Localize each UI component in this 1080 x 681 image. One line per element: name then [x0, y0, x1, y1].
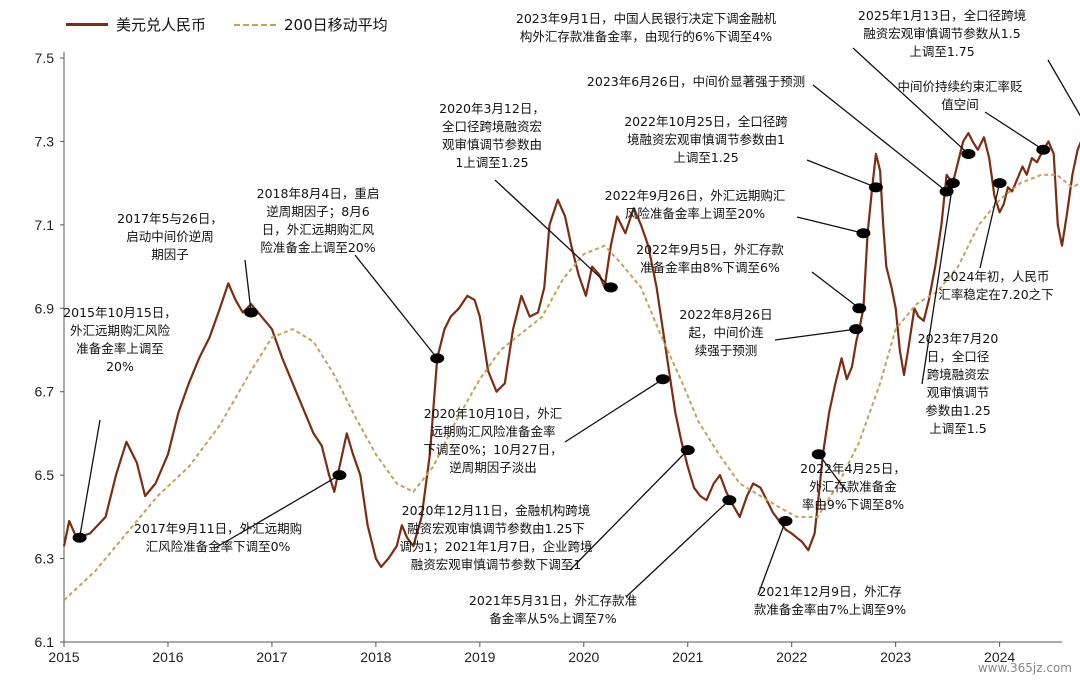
- annotation-label: 2023年7月20 日，全口径 跨境融资宏 观审慎调节 参数由1.25 上调至1…: [917, 331, 999, 436]
- y-tick-label: 7.3: [35, 133, 55, 149]
- legend-swatch-usdcny: [66, 23, 108, 26]
- event-marker: [849, 324, 864, 335]
- x-tick-label: 2024: [984, 649, 1015, 665]
- y-tick-label: 6.5: [35, 467, 55, 483]
- annotation-leader: [1047, 59, 1080, 117]
- annotation-leader: [564, 378, 664, 443]
- y-tick-label: 6.7: [35, 384, 55, 400]
- annotation-label: 2022年8月26日 起，中间价连 续强于预测: [679, 307, 773, 358]
- x-tick-label: 2016: [152, 649, 183, 665]
- x-tick-label: 2017: [256, 649, 287, 665]
- annotation-leader: [984, 111, 1044, 151]
- annotation-leader: [214, 474, 340, 549]
- annotation-leader: [811, 271, 860, 309]
- annotation-leader: [625, 499, 730, 598]
- annotation-label: 2024年初，人民币 汇率稳定在7.20之下: [938, 269, 1054, 302]
- annotation-leader: [796, 216, 864, 234]
- annotation-label: 2022年9月26日，外汇远期购汇 风险准备金率上调至20%: [604, 188, 786, 221]
- event-marker: [332, 470, 347, 481]
- y-tick-label: 6.3: [35, 551, 55, 567]
- annotation-label: 2018年8月4日，重启 逆周期因子；8月6 日，外汇远期购汇风 险准备金上调至…: [256, 186, 380, 255]
- event-marker: [945, 178, 960, 189]
- annotation-leader: [494, 179, 612, 288]
- event-marker: [680, 445, 695, 456]
- legend-swatch-ma200: [234, 23, 277, 26]
- event-marker: [655, 374, 670, 385]
- annotation-label: 2020年12月11日，金融机构跨境 融资宏观审慎调节参数由1.25下 调为1；…: [399, 503, 593, 572]
- x-tick-label: 2018: [360, 649, 391, 665]
- watermark: www.365jz.com: [977, 661, 1072, 675]
- event-marker: [430, 353, 445, 364]
- annotation-leader: [921, 183, 954, 385]
- event-marker: [868, 182, 883, 193]
- annotation-label: 2022年4月25日， 外汇存款准备金 率由9%下调至8%: [800, 461, 906, 512]
- ma200-line: [63, 173, 1080, 602]
- event-marker: [1036, 144, 1051, 155]
- annotation-label: 2022年9月5日，外汇存款 准备金率由8%下调至6%: [636, 242, 784, 275]
- legend: 美元兑人民币 200日移动平均: [66, 14, 388, 35]
- annotation-leader: [774, 328, 857, 341]
- annotation-leader: [757, 520, 787, 596]
- annotation-label: 2015年10月15日， 外汇远期购汇风险 准备金率上调至 20%: [63, 305, 177, 374]
- legend-label-usdcny: 美元兑人民币: [116, 16, 207, 34]
- event-marker: [852, 303, 867, 314]
- annotation-leader: [569, 449, 689, 571]
- event-marker: [811, 449, 826, 460]
- event-marker: [856, 228, 871, 239]
- event-marker: [72, 532, 87, 543]
- event-marker: [244, 307, 259, 318]
- usdcny-line: [62, 132, 1080, 568]
- event-marker: [939, 186, 954, 197]
- x-tick-label: 2019: [464, 649, 495, 665]
- x-tick-label: 2015: [48, 649, 79, 665]
- annotation-leader: [812, 84, 948, 192]
- annotation-leader: [354, 254, 438, 359]
- legend-label-ma200: 200日移动平均: [284, 16, 388, 34]
- event-marker: [778, 516, 793, 527]
- annotation-leader: [979, 182, 1001, 269]
- event-marker: [992, 178, 1007, 189]
- annotation-label: 2023年9月1日，中国人民银行决定下调金融机 构外汇存款准备金率，由现行的6%…: [515, 11, 777, 44]
- annotation-label: 2023年6月26日，中间价显著强于预测: [586, 74, 806, 89]
- annotation-label: 2025年1月13日，全口径跨境 融资宏观审慎调节参数从1.5 上调至1.75: [857, 8, 1027, 59]
- y-tick-label: 6.1: [35, 634, 55, 650]
- annotation-label: 2020年10月10日，外汇 远期购汇风险准备金率 下调至0%；10月27日， …: [423, 406, 563, 475]
- x-tick-label: 2023: [880, 649, 911, 665]
- event-marker: [603, 282, 618, 293]
- annotation-label: 2017年9月11日，外汇远期购 汇风险准备金率下调至0%: [133, 521, 303, 554]
- annotation-label: 2021年12月9日，外汇存 款准备金率由7%上调至9%: [753, 584, 907, 617]
- x-tick-label: 2020: [568, 649, 599, 665]
- annotation-label: 2021年5月31日，外汇存款准 备金率从5%上调至7%: [468, 593, 638, 626]
- x-tick-label: 2022: [776, 649, 807, 665]
- annotation-leader: [244, 259, 252, 313]
- annotation-label: 2020年3月12日， 全口径跨境融资宏 观审慎调节参数由 1上调至1.25: [439, 101, 545, 170]
- annotation-leader: [806, 159, 877, 188]
- x-tick-label: 2021: [672, 649, 703, 665]
- y-tick-label: 7.5: [35, 50, 55, 66]
- annotation-label: 2022年10月25日，全口径跨 境融资宏观审慎调节参数由1 上调至1.25: [624, 114, 788, 165]
- annotation-leader: [818, 453, 848, 493]
- event-marker: [961, 148, 976, 159]
- y-tick-label: 7.1: [35, 217, 55, 233]
- annotation-leader: [852, 47, 969, 155]
- annotation-label: 中间价持续约束汇率贬 值空间: [897, 79, 1023, 112]
- y-tick-label: 6.9: [35, 300, 55, 316]
- event-marker: [722, 495, 737, 506]
- annotation-label: 2017年5与26日， 启动中间价逆周 期因子: [117, 211, 223, 262]
- annotation-leader: [78, 419, 101, 538]
